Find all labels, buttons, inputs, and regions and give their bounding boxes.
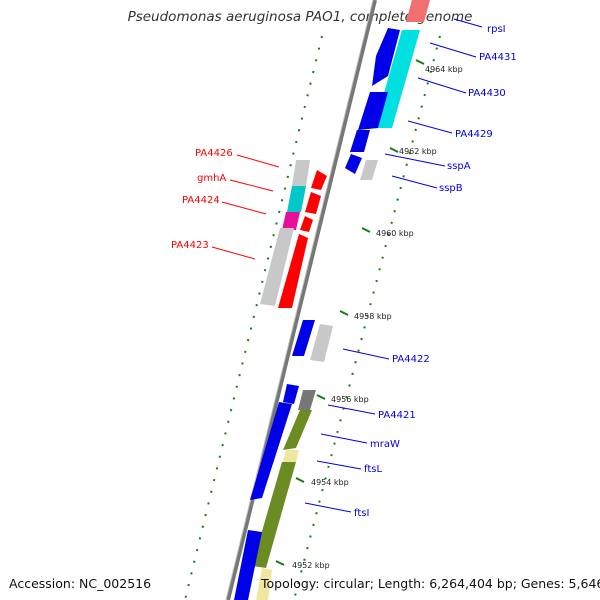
gene-PA4422-a[interactable] bbox=[292, 320, 315, 356]
gene-label-PA4422: PA4422 bbox=[392, 354, 430, 365]
gene-mraW[interactable] bbox=[283, 410, 312, 450]
gene-PA4423-r[interactable] bbox=[278, 234, 308, 308]
gene-ftsI[interactable] bbox=[252, 462, 296, 568]
gene-PA4426[interactable] bbox=[292, 160, 310, 186]
tick-label: 4954 kbp bbox=[311, 478, 349, 487]
gene-PA4423[interactable] bbox=[260, 228, 294, 306]
gene-PA4421[interactable] bbox=[298, 390, 316, 410]
gene-PA4419[interactable] bbox=[256, 568, 272, 600]
backbone-line bbox=[226, 0, 377, 600]
gene-label-PA4426: PA4426 bbox=[195, 148, 233, 159]
gene-rpsI[interactable] bbox=[406, 0, 430, 22]
gene-PA4424[interactable] bbox=[282, 212, 300, 230]
accession-text: Accession: NC_002516 bbox=[9, 576, 152, 591]
gene-label-sspA: sspA bbox=[447, 161, 471, 172]
gene-PA4420-a[interactable] bbox=[250, 402, 292, 500]
gene-gmhA[interactable] bbox=[287, 186, 306, 212]
gene-PA4424-r[interactable] bbox=[300, 216, 313, 232]
gene-label-gmhA: gmhA bbox=[197, 173, 226, 184]
gene-sspB[interactable] bbox=[360, 160, 378, 180]
gene-label-PA4430: PA4430 bbox=[468, 88, 506, 99]
gene-label-PA4431: PA4431 bbox=[479, 52, 517, 63]
backbone-highlight bbox=[225, 0, 374, 600]
topology-text: Topology: circular; Length: 6,264,404 bp… bbox=[261, 576, 600, 591]
tick-label: 4962 kbp bbox=[399, 147, 437, 156]
right-labels: rpsI PA4431 PA4430 PA4429 sspA sspB PA44… bbox=[354, 24, 517, 519]
gene-label-PA4424: PA4424 bbox=[182, 195, 220, 206]
gene-label-PA4429: PA4429 bbox=[455, 129, 493, 140]
gene-label-ftsL: ftsL bbox=[364, 464, 382, 475]
gene-label-sspB: sspB bbox=[439, 183, 463, 194]
map-title: Pseudomonas aeruginosa PAO1, complete ge… bbox=[127, 9, 473, 25]
gene-PA4430[interactable] bbox=[372, 28, 400, 86]
gene-PA4422[interactable] bbox=[310, 324, 333, 362]
gene-gmhA-r[interactable] bbox=[305, 192, 321, 214]
gene-label-rpsI: rpsI bbox=[487, 24, 506, 35]
tick-label: 4956 kbp bbox=[331, 395, 369, 404]
gene-ftsL[interactable] bbox=[283, 450, 299, 462]
left-leader-lines bbox=[211, 154, 280, 260]
gene-label-ftsI: ftsI bbox=[354, 508, 369, 519]
gene-PA4426-r[interactable] bbox=[311, 170, 327, 190]
right-leader-lines bbox=[304, 18, 483, 513]
reverse-strand-genes bbox=[260, 160, 327, 308]
left-labels: PA4426 gmhA PA4424 PA4423 bbox=[171, 148, 233, 251]
tick-label: 4960 kbp bbox=[376, 229, 414, 238]
outer-dotted-guide-left bbox=[184, 35, 323, 600]
gene-label-mraW: mraW bbox=[370, 439, 400, 450]
outer-dotted-guide-right bbox=[293, 35, 441, 600]
tick-label: 4964 kbp bbox=[425, 65, 463, 74]
gene-sspA[interactable] bbox=[350, 130, 370, 152]
gene-PA4431[interactable] bbox=[374, 30, 420, 128]
scale-ticks bbox=[275, 59, 425, 566]
tick-label: 4952 kbp bbox=[292, 561, 330, 570]
gene-sspA-b[interactable] bbox=[345, 154, 362, 174]
gene-label-PA4421: PA4421 bbox=[378, 410, 416, 421]
tick-label: 4958 kbp bbox=[354, 312, 392, 321]
tick-labels: 4964 kbp 4962 kbp 4960 kbp 4958 kbp 4956… bbox=[292, 65, 463, 570]
gene-label-PA4423: PA4423 bbox=[171, 240, 209, 251]
forward-strand-genes bbox=[234, 0, 430, 600]
gene-PA4420-b[interactable] bbox=[234, 530, 262, 600]
gene-PA4429[interactable] bbox=[358, 92, 388, 130]
gene-PA4421-a[interactable] bbox=[283, 384, 299, 404]
